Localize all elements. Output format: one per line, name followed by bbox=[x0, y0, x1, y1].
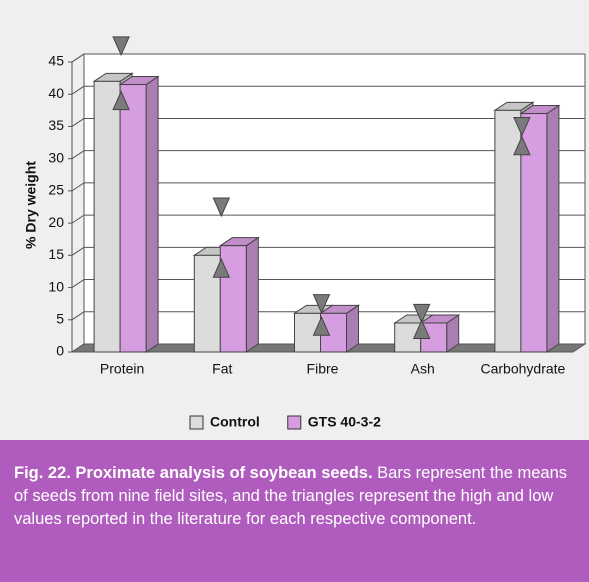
y-tick-label: 0 bbox=[56, 343, 64, 359]
high-marker bbox=[312, 294, 331, 314]
low-marker bbox=[312, 315, 331, 336]
chart: % Dry weight 0 5 10 15 20 25 30 35 40 45 Protein Fa… bbox=[0, 0, 589, 440]
bar bbox=[218, 236, 260, 353]
legend-label: GTS 40-3-2 bbox=[308, 414, 381, 430]
high-marker bbox=[412, 303, 431, 324]
bar-side bbox=[245, 236, 259, 353]
y-axis-label: % Dry weight bbox=[23, 161, 39, 249]
bar bbox=[519, 104, 561, 353]
bar-front bbox=[119, 84, 147, 353]
grid-line bbox=[71, 150, 85, 160]
x-tick-label: Carbohydrate bbox=[480, 361, 565, 377]
grid-line bbox=[71, 182, 85, 192]
y-tick-label: 30 bbox=[48, 149, 64, 165]
caption: Fig. 22. Proximate analysis of soybean s… bbox=[0, 440, 589, 582]
bar-front bbox=[219, 245, 247, 353]
y-tick-label: 15 bbox=[48, 246, 64, 262]
bar-side bbox=[546, 104, 560, 353]
x-tick-label: Ash bbox=[411, 361, 435, 377]
y-tick-label: 40 bbox=[48, 85, 64, 101]
grid-line bbox=[71, 311, 85, 321]
legend-swatch bbox=[189, 415, 204, 430]
grid-line bbox=[71, 279, 85, 288]
grid-line bbox=[71, 118, 85, 127]
caption-title: Fig. 22. Proximate analysis of soybean s… bbox=[14, 464, 373, 482]
y-tick-label: 10 bbox=[48, 278, 64, 294]
bar bbox=[318, 304, 361, 353]
y-tick-label: 20 bbox=[48, 214, 64, 230]
bar bbox=[118, 75, 160, 353]
bar-front bbox=[93, 80, 121, 353]
legend-swatch bbox=[287, 415, 302, 430]
bar-side bbox=[145, 75, 159, 353]
low-marker bbox=[112, 90, 130, 111]
y-tick-label: 45 bbox=[48, 53, 64, 69]
y-tick-label: 35 bbox=[48, 117, 64, 133]
caption-text: Bars represent the means of seeds from n… bbox=[14, 464, 568, 528]
x-tick-label: Fibre bbox=[307, 361, 339, 377]
y-tick-label: 5 bbox=[56, 310, 64, 326]
high-marker bbox=[212, 197, 231, 218]
low-marker bbox=[513, 135, 531, 156]
y-tick-label: 25 bbox=[48, 182, 64, 198]
legend-label: Control bbox=[210, 414, 260, 430]
low-marker bbox=[412, 319, 431, 339]
grid-line bbox=[71, 53, 85, 63]
x-tick-label: Protein bbox=[100, 361, 144, 377]
grid-line bbox=[71, 214, 85, 224]
grid-line bbox=[71, 246, 85, 256]
low-marker bbox=[212, 257, 231, 278]
high-marker bbox=[513, 116, 531, 137]
grid-line bbox=[71, 85, 85, 95]
x-tick-label: Fat bbox=[212, 361, 232, 377]
high-marker bbox=[112, 36, 130, 57]
